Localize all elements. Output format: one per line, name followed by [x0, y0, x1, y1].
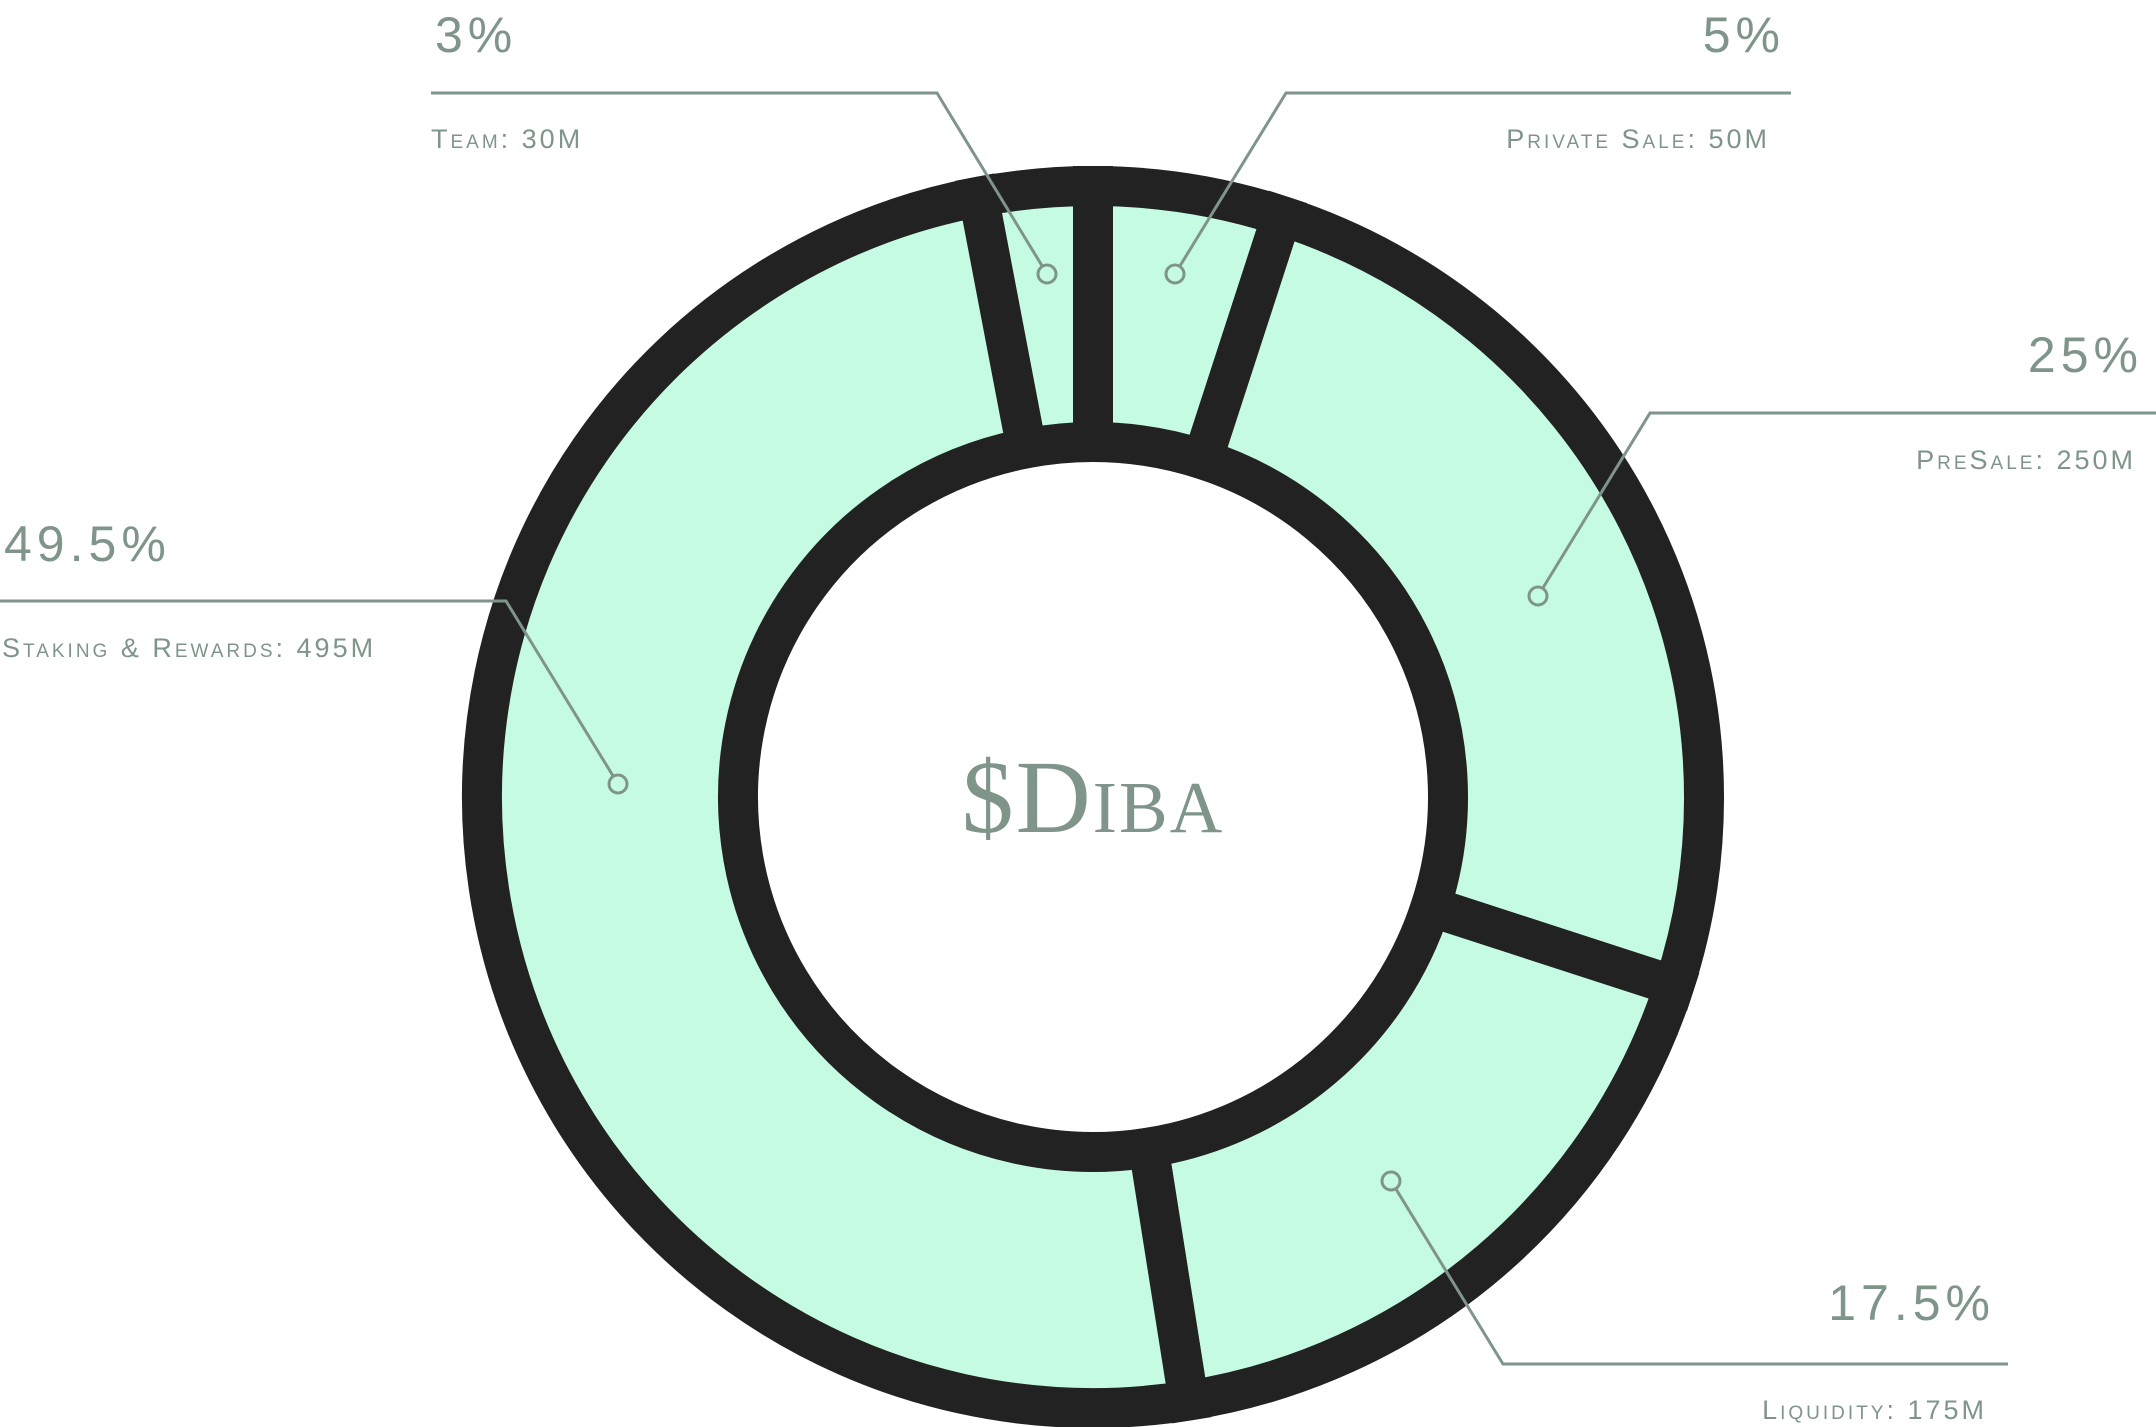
leader-line-liquidity [1389, 1180, 2008, 1366]
slice-label-staking-rewards: Staking & Rewards: 495M [2, 633, 376, 663]
leader-line-staking-rewards [0, 599, 620, 785]
leader-line-team [431, 91, 1049, 275]
marker-liquidity [1380, 1170, 1402, 1192]
slice-liquidity [1125, 881, 1700, 1424]
slice-label-private-sale: Private Sale: 50M [1506, 124, 1770, 154]
slice-label-presale: PreSale: 250M [1916, 445, 2136, 475]
slice-presale [1177, 190, 1724, 1012]
leader-line-presale [1536, 411, 2156, 597]
percent-label-team: 3% [435, 7, 517, 63]
slice-staking-rewards [461, 173, 1212, 1427]
marker-staking-rewards [607, 773, 629, 795]
marker-private-sale [1164, 263, 1186, 285]
percent-label-private-sale: 5% [1703, 7, 1785, 63]
leader-line-private-sale [1173, 91, 1791, 275]
center-label: $Diba [962, 740, 1225, 855]
marker-presale [1527, 585, 1549, 607]
percent-label-presale: 25% [2028, 327, 2143, 383]
slice-label-team: Team: 30M [431, 124, 583, 154]
donut-slices [461, 165, 1724, 1427]
slice-label-liquidity: Liquidity: 175M [1762, 1395, 1987, 1425]
marker-team [1036, 263, 1058, 285]
percent-label-staking-rewards: 49.5% [4, 516, 171, 572]
callout-annotations: 3% Team: 30M 5% Private Sale: 50M 25% PreSale… [0, 7, 2156, 1425]
percent-label-liquidity: 17.5% [1828, 1275, 1995, 1331]
